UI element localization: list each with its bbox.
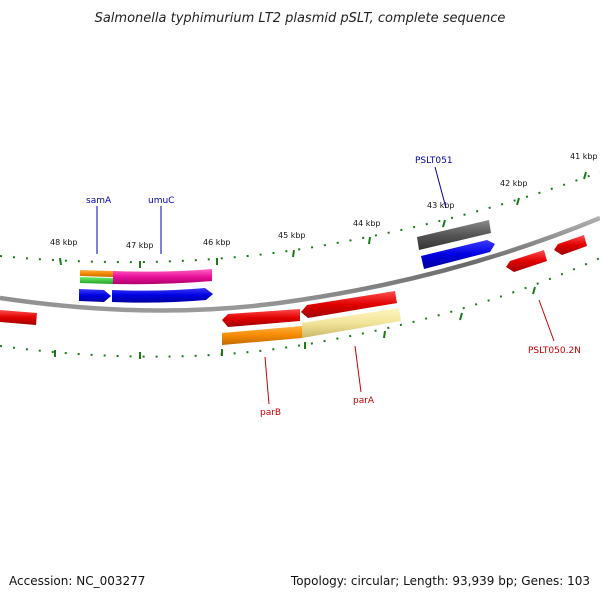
left-edge-gene-arrow: [0, 310, 37, 325]
reverse-feature-blocks: [222, 308, 401, 345]
topology-summary-text: Topology: circular; Length: 93,939 bp; G…: [290, 574, 590, 588]
umuC-pink-feature: [113, 269, 212, 285]
PSLT050-2N-label[interactable]: PSLT050.2N: [528, 346, 581, 356]
inner-major-ticks: [54, 286, 536, 359]
scale-label-48kbp: 48 kbp: [50, 238, 78, 247]
umuC-label[interactable]: umuC: [148, 196, 174, 206]
parB-gene-arrow: [222, 309, 300, 327]
plasmid-backbone: [0, 215, 600, 313]
PSLT051-leader-line: [434, 166, 447, 209]
parB-label[interactable]: parB: [260, 408, 281, 418]
parA-khaki-feature: [302, 308, 401, 338]
parA-label[interactable]: parA: [353, 396, 375, 406]
scale-label-46kbp: 46 kbp: [203, 238, 231, 247]
reverse-gene-arrows: [0, 235, 587, 327]
scale-label-47kbp: 47 kbp: [126, 241, 154, 250]
scale-label-45kbp: 45 kbp: [278, 231, 306, 240]
forward-feature-blocks: [80, 220, 491, 285]
PSLT051-gray-feature: [417, 220, 491, 250]
PSLT050-2N-leader-line: [538, 299, 555, 342]
inner-scale-ring: [0, 257, 600, 358]
scale-label-41kbp: 41 kbp: [570, 152, 598, 161]
umuC-gene-arrow: [112, 288, 213, 303]
scale-label-44kbp: 44 kbp: [353, 219, 381, 228]
map-title: Salmonella typhimurium LT2 plasmid pSLT,…: [95, 11, 506, 26]
outer-scale-ring: [0, 171, 600, 264]
samA-orange-feature: [80, 270, 113, 277]
forward-gene-arrows: [79, 240, 495, 303]
parB-leader-line: [264, 356, 270, 405]
samA-label[interactable]: samA: [86, 196, 112, 206]
right-edge-gene-arrow: [554, 235, 587, 255]
samA-green-feature: [80, 277, 113, 284]
scale-label-43kbp: 43 kbp: [427, 201, 455, 210]
label-leader-lines: [96, 166, 555, 405]
PSLT051-label[interactable]: PSLT051: [415, 156, 453, 166]
PSLT051-gene-arrow: [421, 240, 495, 269]
outer-major-ticks: [59, 171, 587, 268]
parB-orange-feature: [222, 326, 302, 345]
parA-gene-arrow: [301, 291, 397, 318]
PSLT050-2N-gene-arrow: [506, 250, 547, 272]
accession-text: Accession: NC_003277: [9, 574, 146, 588]
parA-leader-line: [354, 345, 362, 393]
samA-gene-arrow: [79, 289, 111, 302]
scale-label-42kbp: 42 kbp: [500, 179, 528, 188]
